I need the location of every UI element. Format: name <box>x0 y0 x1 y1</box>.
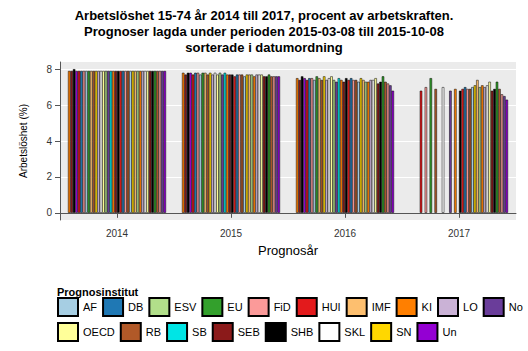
svg-text:KI: KI <box>422 301 432 313</box>
svg-text:Prognosår: Prognosår <box>258 243 319 258</box>
svg-text:DB: DB <box>128 301 143 313</box>
svg-text:Arbetslöshet (%): Arbetslöshet (%) <box>18 104 29 178</box>
svg-text:Un: Un <box>442 326 456 338</box>
svg-text:2016: 2016 <box>334 228 357 239</box>
svg-text:6: 6 <box>46 100 52 111</box>
svg-text:SHB: SHB <box>291 326 314 338</box>
svg-text:2015: 2015 <box>220 228 243 239</box>
svg-text:Arbetslöshet 15-74 år 2014 til: Arbetslöshet 15-74 år 2014 till 2017, pr… <box>75 8 454 23</box>
svg-text:EU: EU <box>227 301 242 313</box>
svg-text:0: 0 <box>46 207 52 218</box>
svg-text:2017: 2017 <box>448 228 471 239</box>
svg-text:No: No <box>509 301 523 313</box>
svg-text:SN: SN <box>396 326 411 338</box>
svg-text:AF: AF <box>83 301 97 313</box>
svg-text:8: 8 <box>46 64 52 75</box>
svg-text:FiD: FiD <box>274 301 291 313</box>
svg-text:RB: RB <box>146 326 161 338</box>
svg-text:Prognoser lagda under perioden: Prognoser lagda under perioden 2015-03-0… <box>84 24 444 39</box>
svg-text:SEB: SEB <box>238 326 260 338</box>
svg-text:SKL: SKL <box>344 326 365 338</box>
svg-text:OECD: OECD <box>83 326 115 338</box>
svg-text:IMF: IMF <box>372 301 391 313</box>
svg-text:4: 4 <box>46 136 52 147</box>
svg-text:HUI: HUI <box>322 301 341 313</box>
svg-text:sorterade i datumordning: sorterade i datumordning <box>185 40 343 55</box>
svg-text:ESV: ESV <box>174 301 197 313</box>
svg-text:LO: LO <box>463 301 478 313</box>
svg-text:2: 2 <box>46 171 52 182</box>
svg-text:Prognosinstitut: Prognosinstitut <box>57 286 139 298</box>
svg-text:SB: SB <box>192 326 207 338</box>
svg-text:2014: 2014 <box>106 228 129 239</box>
